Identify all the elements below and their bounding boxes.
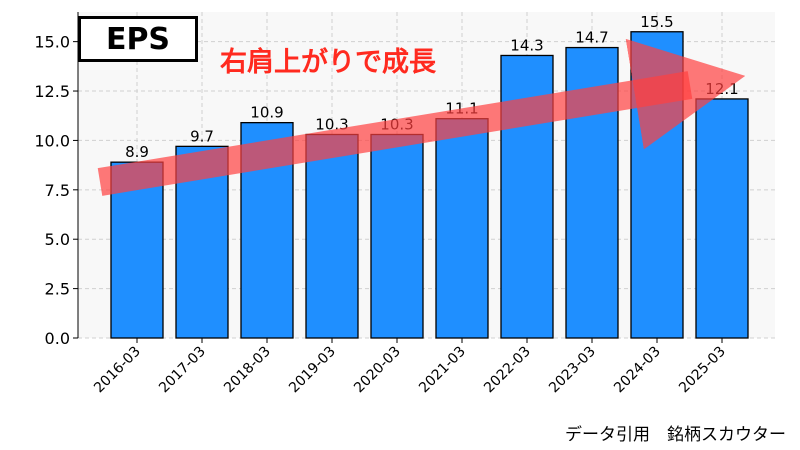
trend-annotation: 右肩上がりで成長	[220, 47, 436, 78]
bar-2021-03	[435, 118, 489, 339]
value-label-2023-03: 14.7	[575, 29, 608, 47]
value-label-2016-03: 8.9	[125, 143, 149, 161]
x-tick-label-2025-03: 2025-03	[676, 344, 729, 397]
y-tick-label: 5.0	[45, 230, 70, 249]
x-tick-label-2021-03: 2021-03	[416, 344, 469, 397]
x-tick-label-2020-03: 2020-03	[351, 344, 404, 397]
value-label-2017-03: 9.7	[190, 127, 214, 145]
value-label-2024-03: 15.5	[640, 13, 673, 31]
x-tick-label-2023-03: 2023-03	[546, 344, 599, 397]
x-tick-label-2016-03: 2016-03	[91, 344, 144, 397]
y-tick-label: 12.5	[34, 82, 70, 101]
chart-title: EPS	[78, 16, 198, 62]
value-label-2018-03: 10.9	[250, 104, 283, 122]
x-tick-label-2024-03: 2024-03	[611, 344, 664, 397]
y-tick-label: 15.0	[34, 33, 70, 52]
y-tick-label: 10.0	[34, 131, 70, 150]
y-axis: 0.0 2.5 5.0 7.5 10.0 12.5 15.0	[34, 12, 79, 348]
bar-2020-03	[370, 133, 424, 339]
x-tick-label-2019-03: 2019-03	[286, 344, 339, 397]
x-tick-label-2018-03: 2018-03	[221, 344, 274, 397]
data-source-credit: データ引用 銘柄スカウター	[565, 425, 786, 445]
trend-arrow	[97, 38, 746, 196]
y-tick-label: 2.5	[45, 280, 70, 299]
trend-arrow-shaft	[97, 38, 746, 196]
x-tick-label-2017-03: 2017-03	[156, 344, 209, 397]
x-axis: 2016-03 2017-03 2018-03 2019-03 2020-03 2021-…	[91, 338, 729, 396]
value-label-2025-03: 12.1	[705, 80, 738, 98]
bar-2025-03	[695, 98, 749, 339]
x-tick-label-2022-03: 2022-03	[481, 344, 534, 397]
y-tick-label: 7.5	[45, 181, 70, 200]
value-label-2022-03: 14.3	[510, 36, 543, 54]
y-tick-label: 0.0	[45, 329, 70, 348]
bar-2019-03	[305, 133, 359, 339]
